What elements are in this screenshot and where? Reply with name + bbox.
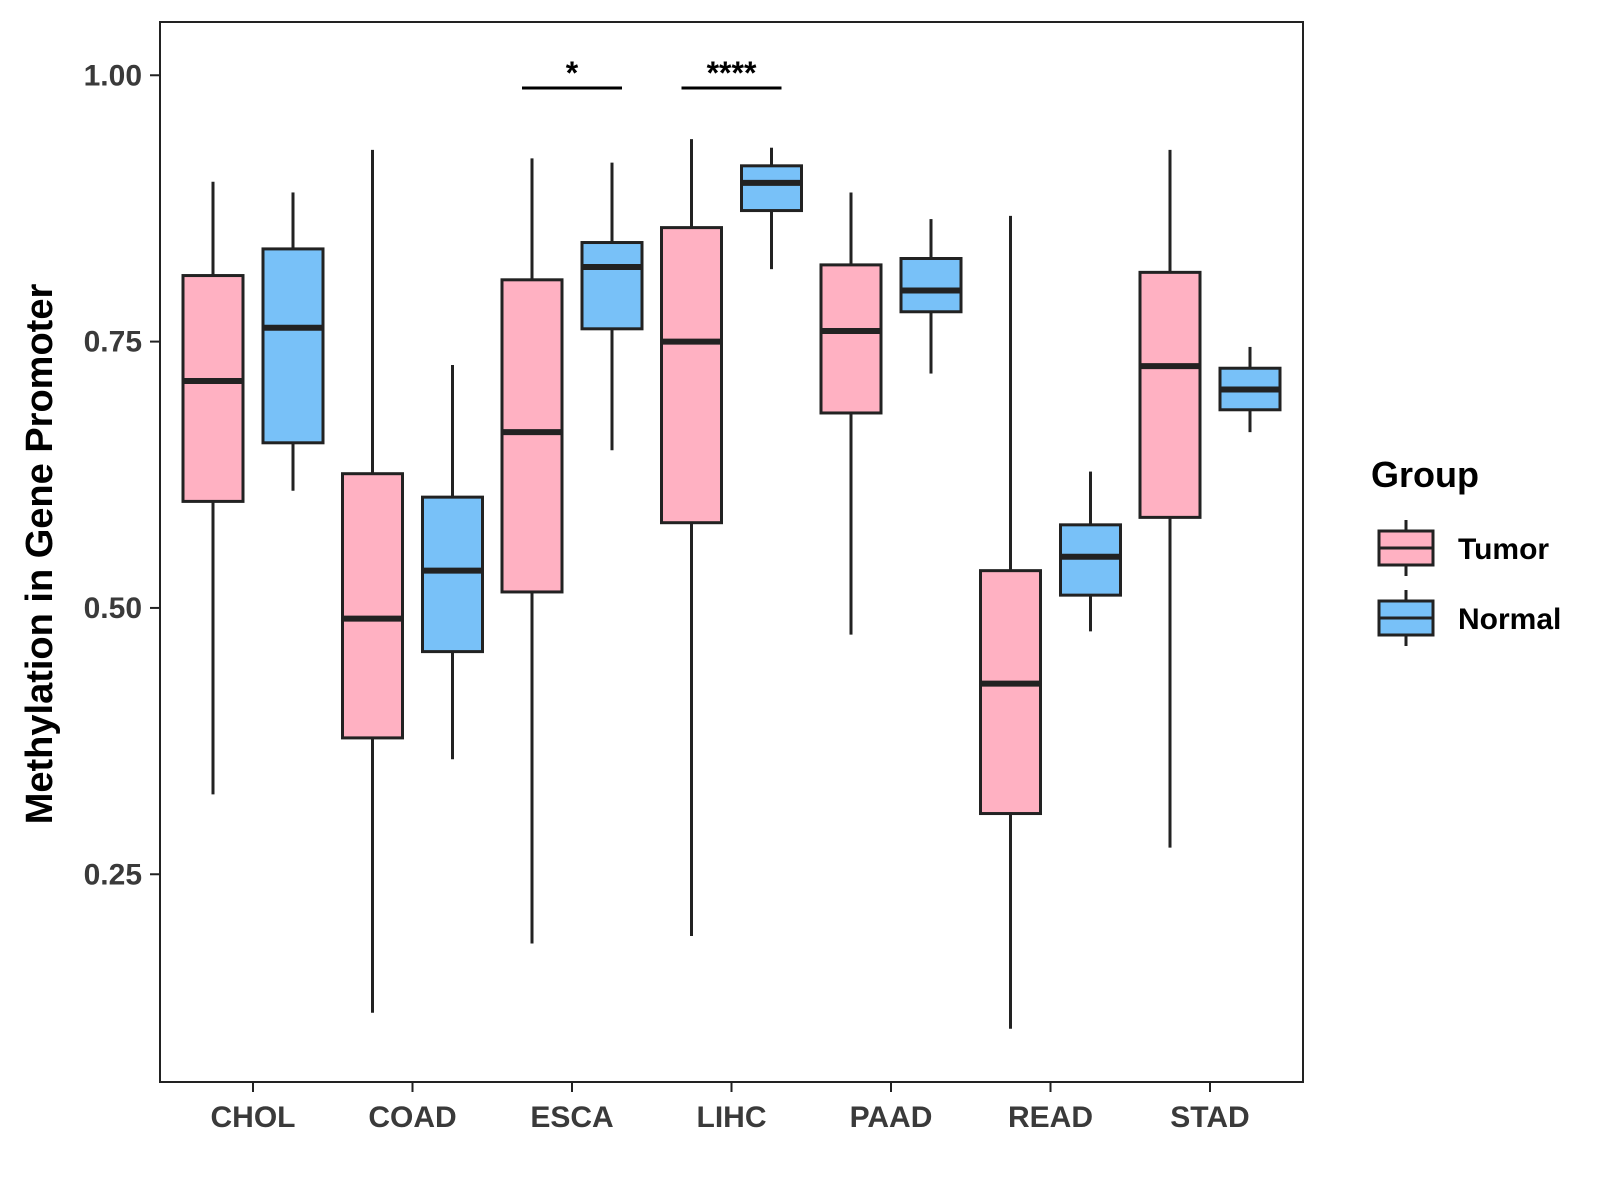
box-iqr — [261, 247, 325, 445]
legend-label: Normal — [1458, 603, 1561, 636]
y-tick-label: 0.75 — [84, 326, 142, 359]
box-tumor-read — [979, 215, 1042, 1029]
legend: Group Tumor Normal — [1371, 454, 1561, 646]
box-iqr — [580, 241, 644, 331]
box-normal-esca — [580, 162, 644, 451]
box-iqr — [819, 263, 883, 415]
box-iqr — [1059, 523, 1122, 597]
box-iqr — [740, 164, 803, 213]
legend-label: Tumor — [1458, 533, 1549, 566]
box-normal-stad — [1218, 346, 1282, 433]
box-iqr — [1138, 270, 1202, 519]
legend-key-normal — [1377, 590, 1435, 646]
box-normal-chol — [261, 192, 325, 491]
x-tick-label: PAAD — [850, 1101, 933, 1134]
box-tumor-stad — [1138, 149, 1202, 848]
legend-title: Group — [1371, 454, 1479, 495]
box-normal-read — [1059, 471, 1122, 632]
plot-background — [160, 22, 1303, 1082]
y-tick-label: 0.25 — [84, 858, 142, 891]
box-normal-paad — [899, 219, 963, 374]
box-iqr — [341, 472, 404, 740]
x-tick-label: STAD — [1170, 1101, 1249, 1134]
box-iqr — [979, 569, 1042, 816]
box-iqr — [421, 495, 484, 654]
significance-label: **** — [707, 55, 757, 91]
box-normal-lihc — [740, 147, 803, 270]
y-axis: 0.25 0.50 0.75 1.00 — [84, 59, 160, 891]
legend-key-tumor — [1377, 520, 1435, 576]
box-tumor-chol — [181, 181, 245, 795]
box-iqr — [660, 226, 723, 525]
box-iqr — [899, 257, 963, 314]
x-tick-label: READ — [1008, 1101, 1093, 1134]
box-iqr — [500, 278, 564, 594]
y-axis-label: Methylation in Gene Promoter — [19, 284, 61, 825]
y-tick-label: 0.50 — [84, 592, 142, 625]
boxes-layer — [181, 139, 1282, 1029]
x-axis: CHOL COAD ESCA LIHC PAAD READ STAD — [211, 1082, 1250, 1134]
x-tick-label: LIHC — [697, 1101, 767, 1134]
box-iqr — [181, 274, 245, 503]
box-tumor-coad — [341, 149, 404, 1013]
box-tumor-paad — [819, 192, 883, 635]
x-tick-label: COAD — [368, 1101, 456, 1134]
plot-border — [159, 21, 1304, 1083]
x-tick-label: CHOL — [211, 1101, 296, 1134]
significance-annotations: * **** — [522, 55, 782, 91]
box-normal-coad — [421, 365, 484, 760]
significance-label: * — [566, 55, 579, 91]
box-tumor-lihc — [660, 139, 723, 937]
x-tick-label: ESCA — [530, 1101, 613, 1134]
box-tumor-esca — [500, 158, 564, 944]
y-tick-label: 1.00 — [84, 59, 142, 92]
